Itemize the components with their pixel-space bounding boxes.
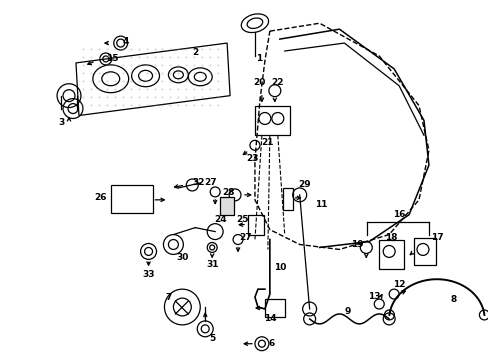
Text: 25: 25 <box>235 215 248 224</box>
Text: 16: 16 <box>392 210 405 219</box>
Text: 14: 14 <box>263 314 276 323</box>
Text: 27: 27 <box>203 179 216 188</box>
Text: 15: 15 <box>106 54 119 63</box>
Text: 33: 33 <box>142 270 155 279</box>
Text: 6: 6 <box>268 339 274 348</box>
Text: 19: 19 <box>350 240 363 249</box>
Text: 32: 32 <box>192 179 204 188</box>
Text: 22: 22 <box>271 78 284 87</box>
Text: 31: 31 <box>205 260 218 269</box>
Text: 11: 11 <box>315 200 327 209</box>
Text: 1: 1 <box>255 54 262 63</box>
FancyBboxPatch shape <box>220 197 234 215</box>
Text: 13: 13 <box>367 292 380 301</box>
Text: 29: 29 <box>298 180 310 189</box>
Text: 30: 30 <box>176 253 188 262</box>
Text: 2: 2 <box>192 49 198 58</box>
Text: 5: 5 <box>209 334 215 343</box>
Text: 3: 3 <box>58 118 64 127</box>
Text: 7: 7 <box>165 293 171 302</box>
Text: 4: 4 <box>122 37 129 46</box>
Text: 24: 24 <box>213 215 226 224</box>
Text: 12: 12 <box>392 280 405 289</box>
Text: 9: 9 <box>344 307 350 316</box>
Text: 8: 8 <box>450 294 456 303</box>
Text: 18: 18 <box>384 233 397 242</box>
Text: 28: 28 <box>222 188 234 197</box>
Text: 20: 20 <box>253 78 265 87</box>
Text: 23: 23 <box>246 154 259 163</box>
Text: 17: 17 <box>430 233 442 242</box>
Text: 26: 26 <box>94 193 107 202</box>
Text: 21: 21 <box>261 138 274 147</box>
Text: 10: 10 <box>273 263 285 272</box>
Text: 27: 27 <box>239 233 252 242</box>
